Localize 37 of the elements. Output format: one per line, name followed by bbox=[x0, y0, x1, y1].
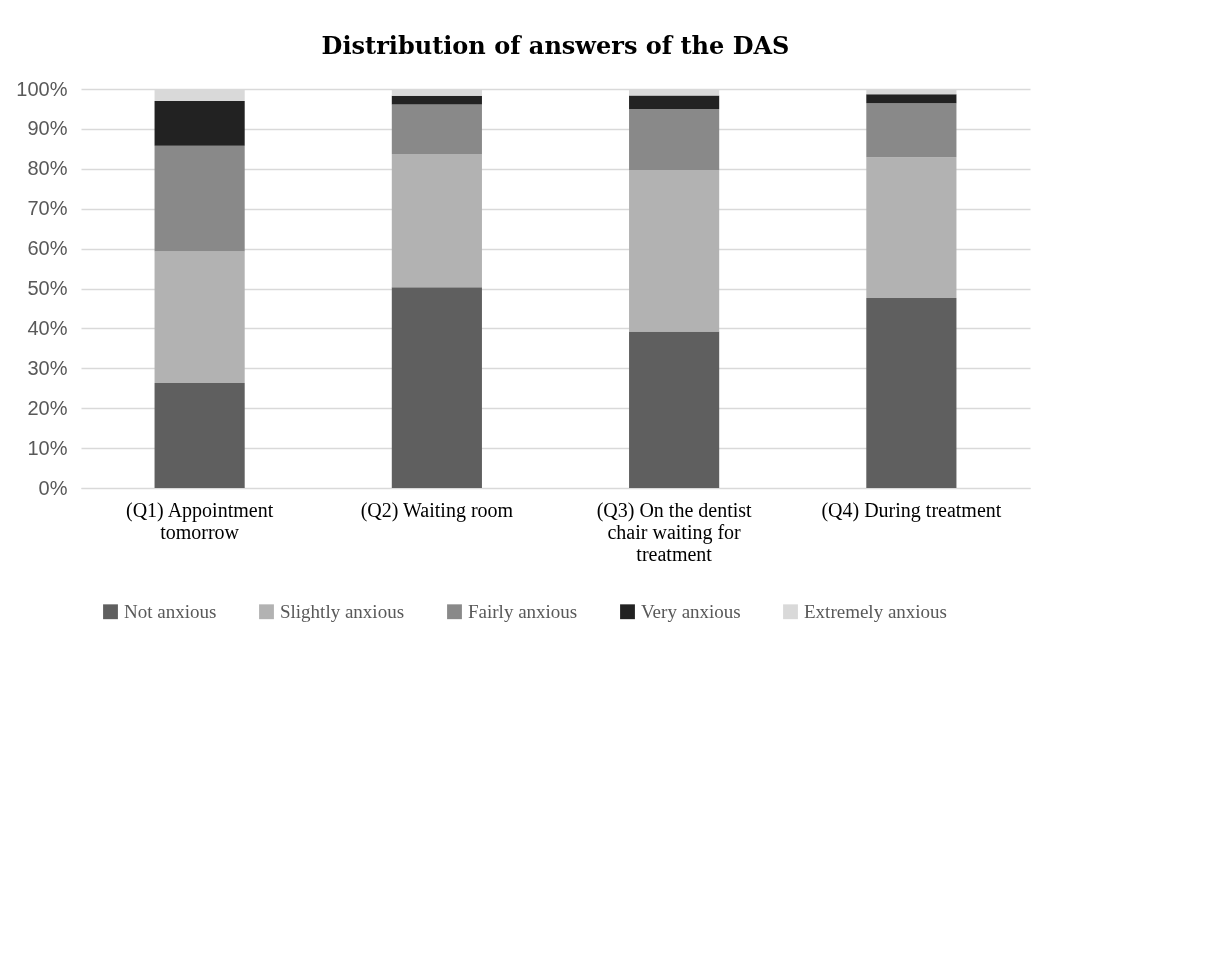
x-tick-label: (Q3) On the dentist chair waiting for treatment bbox=[596, 498, 753, 565]
y-tick-label: 30% bbox=[27, 356, 68, 379]
legend-label: Fairly anxious bbox=[468, 600, 578, 622]
y-tick-label: 80% bbox=[27, 157, 68, 180]
x-tick-label: (Q2) Waiting room bbox=[360, 498, 514, 522]
bar bbox=[629, 331, 720, 488]
bar bbox=[866, 94, 957, 104]
legend-label: Very anxious bbox=[641, 600, 741, 622]
y-tick-label: 20% bbox=[27, 396, 68, 419]
bar bbox=[629, 108, 720, 170]
bar bbox=[391, 154, 482, 288]
bar bbox=[154, 145, 245, 252]
y-tick-label: 100% bbox=[16, 77, 68, 100]
y-tick-label: 90% bbox=[27, 117, 68, 140]
bar bbox=[391, 104, 482, 155]
legend-label: Slightly anxious bbox=[280, 600, 405, 622]
bar bbox=[154, 251, 245, 384]
bar bbox=[866, 157, 957, 299]
y-tick-label: 10% bbox=[27, 436, 68, 459]
chart-title: Distribution of answers of the DAS bbox=[321, 31, 790, 60]
x-tick-label: (Q1) Appointment tomorrow bbox=[126, 498, 274, 543]
bar bbox=[391, 95, 482, 105]
bar bbox=[866, 298, 957, 488]
legend-label: Not anxious bbox=[124, 600, 217, 622]
legend-label: Extremely anxious bbox=[804, 600, 947, 622]
y-tick-label: 60% bbox=[27, 237, 68, 260]
bar bbox=[629, 170, 720, 332]
bar bbox=[391, 287, 482, 488]
bar bbox=[154, 383, 245, 488]
x-tick-label: (Q4) During treatment bbox=[821, 498, 1002, 522]
y-tick-label: 40% bbox=[27, 316, 68, 339]
y-tick-label: 0% bbox=[38, 476, 68, 499]
bar bbox=[866, 103, 957, 158]
bar bbox=[154, 100, 245, 146]
y-tick-label: 70% bbox=[27, 197, 68, 220]
y-tick-label: 50% bbox=[27, 277, 68, 299]
bar bbox=[629, 95, 720, 109]
